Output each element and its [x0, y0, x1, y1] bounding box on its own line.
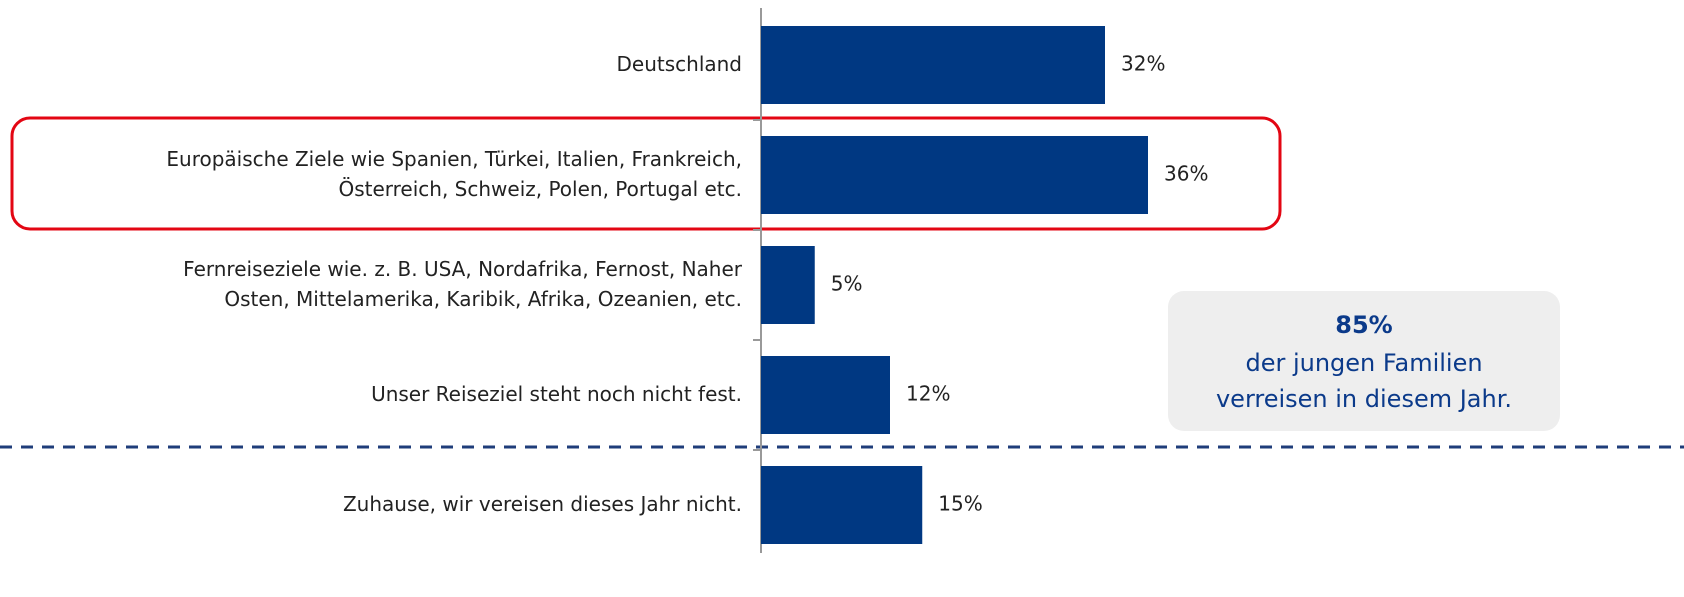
- bar: [761, 466, 923, 544]
- highlight-box: [10, 116, 1282, 231]
- value-label: 15%: [938, 492, 982, 516]
- category-label: Unser Reiseziel steht noch nicht fest.: [371, 382, 742, 406]
- bar: [761, 356, 890, 434]
- value-label: 12%: [906, 382, 950, 406]
- category-label: Europäische Ziele wie Spanien, Türkei, I…: [166, 147, 742, 201]
- bar: [761, 26, 1105, 104]
- category-label: Fernreiseziele wie. z. B. USA, Nordafrik…: [183, 257, 743, 311]
- value-label: 36%: [1164, 162, 1208, 186]
- category-label: Deutschland: [617, 52, 743, 76]
- bar: [761, 246, 815, 324]
- bar: [761, 136, 1148, 214]
- annotation-box: [1168, 291, 1560, 431]
- annotation-headline: 85%: [1335, 311, 1392, 339]
- value-label: 32%: [1121, 52, 1165, 76]
- category-label: Zuhause, wir vereisen dieses Jahr nicht.: [343, 492, 742, 516]
- annotation-text: der jungen Familien verreisen in diesem J…: [1216, 349, 1512, 413]
- value-label: 5%: [831, 272, 863, 296]
